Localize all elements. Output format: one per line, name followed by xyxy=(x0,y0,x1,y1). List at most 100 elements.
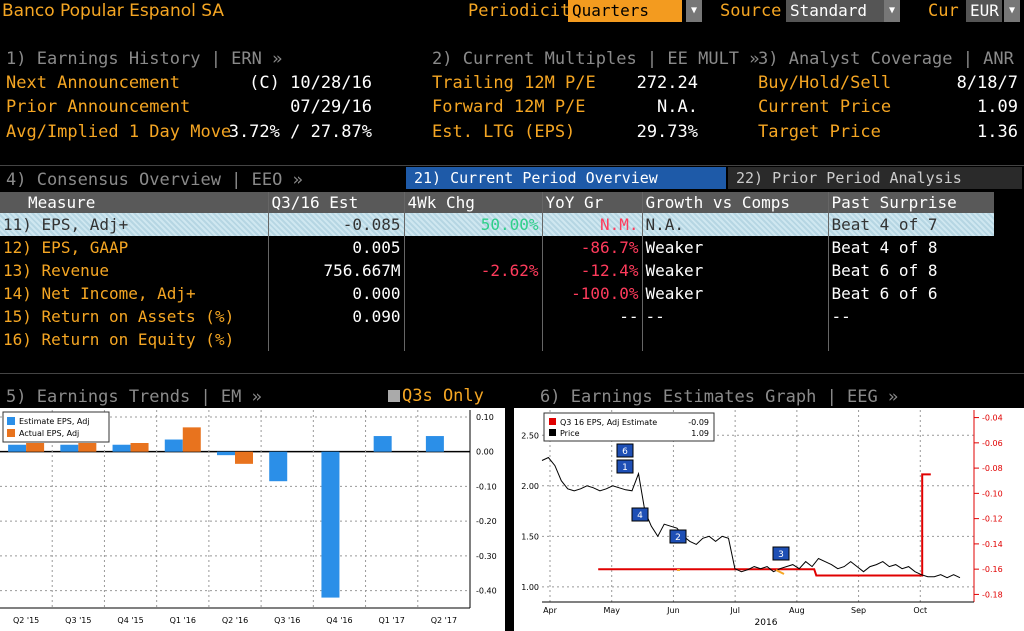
surprise-value: -- xyxy=(827,305,994,328)
trends-x-tick-label: Q2 '17 xyxy=(431,616,457,625)
graph-right-tick-label: -0.16 xyxy=(982,565,1003,574)
graph-x-tick-label: Aug xyxy=(789,606,805,615)
estimate-legend-label: Q3 16 EPS, Adj Estimate xyxy=(560,418,657,427)
row-number: 15) xyxy=(3,307,32,326)
source-dropdown[interactable]: Standard xyxy=(786,0,884,22)
yoy-value: -86.7% xyxy=(541,236,642,259)
col-yoy[interactable]: YoY Gr xyxy=(541,192,642,213)
consensus-table: Measure Q3/16 Est 4Wk Chg YoY Gr Growth … xyxy=(0,192,994,351)
currency-chevron-down-icon[interactable]: ▼ xyxy=(1004,0,1020,22)
comps-value: Weaker xyxy=(641,259,828,282)
current-price-label: Current Price xyxy=(758,97,892,117)
graph-x-tick-label: May xyxy=(603,606,620,615)
graph-plot-background xyxy=(514,408,1024,631)
yoy-value: -100.0% xyxy=(541,282,642,305)
table-row[interactable]: 16) Return on Equity (%) xyxy=(0,328,994,351)
trends-x-tick-label: Q3 '16 xyxy=(274,616,300,625)
yoy-value xyxy=(541,328,642,351)
measure-name[interactable]: Revenue xyxy=(41,261,109,280)
graph-right-tick-label: -0.10 xyxy=(982,489,1003,498)
trends-x-tick-label: Q4 '16 xyxy=(326,616,352,625)
yoy-value: N.M. xyxy=(541,213,642,236)
yoy-value: -12.4% xyxy=(541,259,642,282)
event-marker[interactable] xyxy=(669,529,687,544)
measure-name[interactable]: EPS, GAAP xyxy=(41,238,129,257)
table-row[interactable]: 11) EPS, Adj+ -0.085 50.00% N.M. N.A. Be… xyxy=(0,213,994,236)
col-measure[interactable]: Measure xyxy=(0,192,268,213)
measure-name[interactable]: Return on Equity (%) xyxy=(41,330,235,349)
consensus-overview-title[interactable]: 4) Consensus Overview | EEO » xyxy=(6,170,303,190)
price-legend-swatch xyxy=(549,429,556,436)
measure-name[interactable]: EPS, Adj+ xyxy=(41,215,129,234)
chg-value xyxy=(403,328,542,351)
chg-value xyxy=(403,236,542,259)
price-legend-label: Price xyxy=(560,429,580,438)
analyst-coverage-title[interactable]: 3) Analyst Coverage | ANR » xyxy=(758,49,1024,69)
trends-y-tick-label: -0.30 xyxy=(476,552,497,561)
table-row[interactable]: 13) Revenue 756.667M -2.62% -12.4% Weake… xyxy=(0,259,994,282)
measure-name[interactable]: Return on Assets (%) xyxy=(41,307,235,326)
est-value: 0.000 xyxy=(267,282,404,305)
trends-x-tick-label: Q1 '17 xyxy=(379,616,405,625)
graph-x-tick-label: Sep xyxy=(851,606,866,615)
graph-left-tick-label: 2.00 xyxy=(521,482,539,491)
col-4wk-chg[interactable]: 4Wk Chg xyxy=(403,192,542,213)
trends-y-tick-label: -0.40 xyxy=(476,587,497,596)
estimate-legend-value: -0.09 xyxy=(688,418,709,427)
tab-current-period[interactable]: 21) Current Period Overview (Q3/16) xyxy=(406,167,726,209)
col-growth-vs-comps[interactable]: Growth vs Comps xyxy=(641,192,828,213)
trends-y-tick-label: -0.10 xyxy=(476,482,497,491)
q3s-only-checkbox[interactable] xyxy=(388,390,400,402)
event-marker-label: 3 xyxy=(778,550,784,560)
measure-name[interactable]: Net Income, Adj+ xyxy=(41,284,196,303)
col-past-surprise[interactable]: Past Surprise xyxy=(827,192,994,213)
est-value: 0.005 xyxy=(267,236,404,259)
earnings-graph-title[interactable]: 6) Earnings Estimates Graph | EEG » xyxy=(540,387,899,407)
surprise-value: Beat 4 of 8 xyxy=(827,236,994,259)
prior-announcement-label: Prior Announcement xyxy=(6,97,191,117)
event-marker-label: 6 xyxy=(622,447,628,457)
event-markers: 6 1 4 2 3 xyxy=(616,443,790,561)
earnings-trends-title[interactable]: 5) Earnings Trends | EM » xyxy=(6,387,262,407)
surprise-value: Beat 4 of 7 xyxy=(827,213,994,236)
chg-value xyxy=(403,282,542,305)
earnings-history-title[interactable]: 1) Earnings History | ERN » xyxy=(6,49,283,69)
avg-move-value: 3.72% / 27.87% xyxy=(228,122,372,142)
graph-right-tick-label: -0.06 xyxy=(982,439,1003,448)
event-marker[interactable] xyxy=(631,507,649,522)
trailing-pe-label: Trailing 12M P/E xyxy=(432,73,596,93)
table-row[interactable]: 12) EPS, GAAP 0.005 -86.7% Weaker Beat 4… xyxy=(0,236,994,259)
estimate-bar xyxy=(112,444,131,452)
table-row[interactable]: 15) Return on Assets (%) 0.090 -- -- -- xyxy=(0,305,994,328)
section-divider xyxy=(0,373,1024,374)
trailing-pe-value: 272.24 xyxy=(636,73,698,93)
est-ltg-label: Est. LTG (EPS) xyxy=(432,122,576,142)
chg-value: 50.00% xyxy=(403,213,542,236)
q3s-only-label[interactable]: Q3s Only xyxy=(402,386,484,406)
event-marker[interactable] xyxy=(772,546,790,561)
event-marker[interactable] xyxy=(616,459,634,474)
tab-prior-period[interactable]: 22) Prior Period Analysis (Q2/16) xyxy=(728,167,1022,209)
graph-right-tick-label: -0.18 xyxy=(982,590,1003,599)
estimate-bar xyxy=(60,444,79,452)
estimate-legend-label: Estimate EPS, Adj xyxy=(19,417,90,426)
table-row[interactable]: 14) Net Income, Adj+ 0.000 -100.0% Weake… xyxy=(0,282,994,305)
trends-x-tick-label: Q4 '15 xyxy=(117,616,143,625)
periodicity-dropdown[interactable]: Quarters xyxy=(568,0,682,22)
graph-legend: Q3 16 EPS, Adj Estimate -0.09 Price 1.09 xyxy=(543,412,715,442)
event-marker[interactable] xyxy=(616,443,634,458)
section-divider xyxy=(0,165,1024,166)
source-chevron-down-icon[interactable]: ▼ xyxy=(884,0,900,22)
current-price-value: 1.09 xyxy=(977,97,1018,117)
event-marker-label: 1 xyxy=(622,463,628,473)
estimate-bar xyxy=(8,444,27,452)
col-est[interactable]: Q3/16 Est xyxy=(267,192,404,213)
estimate-legend-swatch xyxy=(7,417,15,425)
graph-legend-box xyxy=(543,412,715,442)
currency-dropdown[interactable]: EUR xyxy=(966,0,1002,22)
estimate-bar xyxy=(164,439,183,452)
periodicity-chevron-down-icon[interactable]: ▼ xyxy=(686,0,702,22)
graph-right-tick-label: -0.04 xyxy=(982,414,1003,423)
current-multiples-title[interactable]: 2) Current Multiples | EE MULT » xyxy=(432,49,760,69)
source-label: Source xyxy=(720,1,782,21)
